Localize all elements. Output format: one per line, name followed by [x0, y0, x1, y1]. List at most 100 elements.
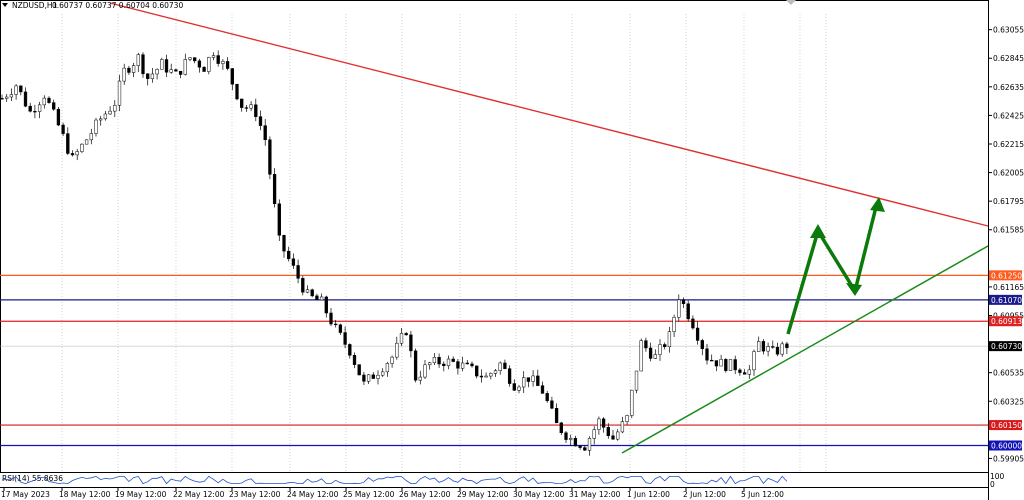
candle-body	[42, 97, 46, 106]
candle-body	[254, 104, 258, 117]
ohlc-values: 0.60737 0.60737 0.60704 0.60730	[52, 1, 183, 10]
candle-body	[428, 362, 432, 366]
candle-body	[150, 73, 155, 79]
y-tick-label: 0.61165	[993, 283, 1024, 292]
candle-body	[672, 316, 676, 332]
candle-body	[550, 400, 554, 409]
candle-body	[644, 340, 648, 349]
candle-body	[540, 385, 545, 394]
candle-body	[141, 54, 145, 75]
candle-body	[362, 374, 366, 382]
candle-body	[197, 60, 202, 68]
candle-body	[738, 369, 742, 373]
price-badge	[989, 270, 1022, 281]
price-badge	[989, 420, 1022, 431]
candle-body	[338, 324, 343, 333]
candle-body	[601, 418, 606, 428]
candle-body	[89, 133, 93, 141]
candle-body	[183, 59, 187, 75]
candle-body	[343, 332, 347, 345]
candle-body	[771, 346, 775, 348]
rsi-line	[1, 475, 788, 485]
candle-body	[517, 386, 521, 391]
candle-body	[597, 418, 601, 430]
y-tick-label: 0.63055	[993, 26, 1024, 35]
candle-body	[357, 364, 361, 376]
candle-body	[146, 73, 150, 79]
y-tick-label: 0.60325	[993, 397, 1024, 406]
candle-body	[122, 67, 126, 82]
candle-body	[775, 346, 780, 355]
candle-body	[381, 371, 385, 376]
price-badge	[989, 294, 1022, 305]
candle-body	[747, 369, 751, 375]
candle-body	[329, 312, 333, 325]
candle-body	[319, 296, 324, 301]
candle-body	[625, 415, 629, 422]
horizontal-levels	[0, 274, 988, 447]
chart-header: NZDUSD,H1 0.60737 0.60737 0.60704 0.6073…	[2, 1, 183, 10]
price-axis: 0.63055 0.62845 0.62635 0.62425 0.62215 0.620…	[988, 26, 1024, 463]
resistance-trendline	[109, 2, 989, 227]
candle-body	[587, 438, 592, 451]
x-tick-label: 23 May 12:00	[229, 490, 281, 499]
time-axis: 17 May 2023 18 May 12:00 19 May 12:00 22 Ma…	[1, 487, 784, 499]
symbol-label: NZDUSD,H1	[12, 1, 58, 10]
candle-body	[686, 303, 690, 320]
candle-body	[169, 69, 173, 73]
rsi-label: RSI(14) 55.8636	[2, 474, 63, 483]
price-badge	[989, 440, 1022, 451]
x-tick-label: 31 May 12:00	[569, 490, 621, 499]
candle-body	[399, 333, 404, 344]
candle-body	[554, 407, 559, 424]
candle-body	[470, 363, 474, 367]
price-badge-label: 0.60000	[991, 441, 1022, 450]
candle-body	[766, 346, 770, 352]
candle-body	[52, 102, 56, 110]
candle-body	[240, 98, 244, 108]
candle-body	[94, 119, 98, 134]
candle-body	[291, 258, 296, 266]
candle-body	[639, 340, 643, 372]
candle-body	[522, 377, 526, 388]
candle-body	[164, 59, 169, 73]
candle-body	[498, 362, 502, 371]
price-badges: 0.61250 0.61070 0.60913 0.60730 0.60150 0.600…	[989, 270, 1022, 451]
candle-body	[583, 447, 587, 451]
candle-body	[37, 104, 42, 112]
candle-body	[446, 358, 451, 366]
candle-body	[409, 334, 413, 352]
candle-body	[691, 318, 695, 329]
x-tick-label: 5 Jun 12:00	[741, 490, 784, 499]
candle-body	[348, 344, 352, 356]
candle-body	[413, 350, 418, 381]
y-tick-label: 0.60955	[993, 312, 1024, 321]
candle-body	[272, 174, 277, 205]
candle-body	[507, 368, 512, 384]
dropdown-arrow-icon[interactable]	[2, 3, 8, 7]
candle-body	[33, 111, 37, 113]
y-tick-label: 0.62635	[993, 83, 1024, 92]
candle-body	[371, 374, 375, 379]
scroll-marker-icon	[786, 0, 796, 5]
vertical-grid	[61, 14, 827, 472]
candle-body	[733, 359, 737, 371]
candle-body	[606, 427, 610, 437]
y-tick-label: 0.59905	[993, 454, 1024, 463]
candle-body	[545, 393, 549, 402]
candles	[0, 50, 789, 456]
candle-body	[536, 375, 540, 386]
candle-body	[230, 68, 234, 85]
candle-body	[188, 57, 192, 60]
candle-body	[334, 323, 338, 326]
candle-body	[531, 375, 535, 382]
price-badge-label: 0.60730	[991, 342, 1022, 351]
price-badge-label: 0.60913	[991, 317, 1022, 326]
candle-body	[695, 327, 700, 341]
candle-body	[677, 299, 681, 318]
y-tick-label: 0.60535	[993, 369, 1024, 378]
candle-body	[70, 153, 75, 156]
price-badge-label: 0.61070	[991, 296, 1022, 305]
candle-body	[526, 377, 531, 382]
candle-body	[268, 139, 272, 175]
